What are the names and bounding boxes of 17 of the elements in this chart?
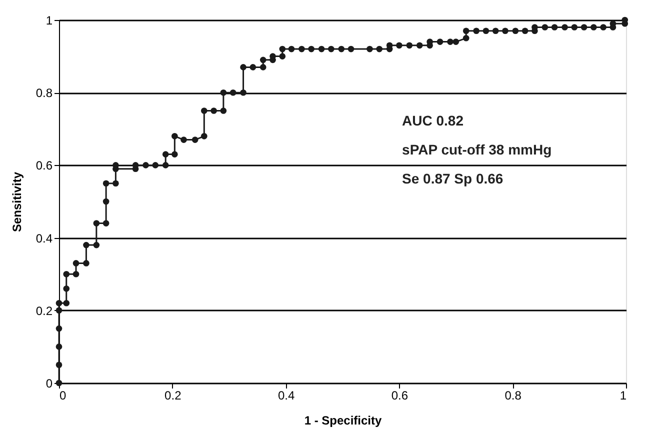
x-tick-label: 0 [60, 388, 66, 402]
y-tick-label: 1 [46, 14, 53, 28]
x-tick-label: 0.8 [504, 388, 522, 402]
y-tick-label: 0.2 [36, 304, 53, 318]
x-tick-label: 0.2 [164, 388, 182, 402]
annotation: sPAP cut-off 38 mmHg [402, 142, 552, 158]
y-axis-title: Sensitivity [10, 172, 24, 232]
y-tick-label: 0.6 [36, 158, 53, 173]
x-tick-label: 0.6 [391, 388, 408, 402]
x-tick-label: 1 [620, 388, 627, 402]
x-tick-label: 0.4 [278, 388, 295, 402]
y-tick-label: 0.4 [36, 231, 53, 246]
annotation: Se 0.87 Sp 0.66 [402, 170, 504, 187]
y-tick-label: 0 [46, 376, 53, 390]
x-axis-title: 1 - Specificity [304, 414, 382, 428]
y-tick-label: 0.8 [36, 86, 53, 100]
annotation: AUC 0.82 [402, 112, 464, 129]
